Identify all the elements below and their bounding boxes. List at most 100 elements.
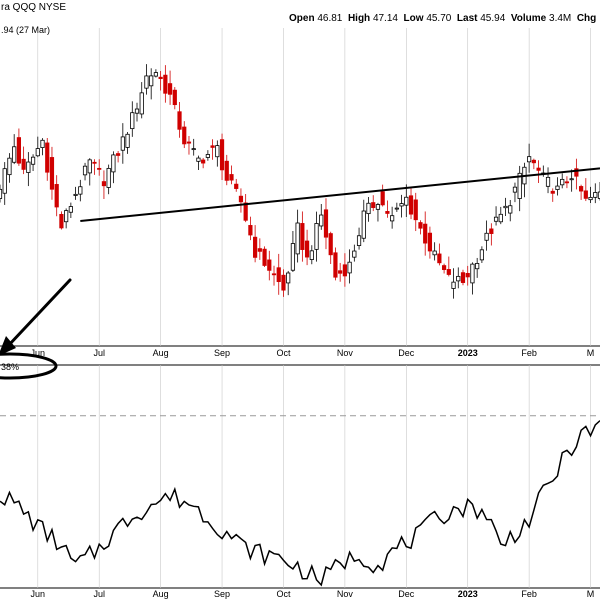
candle-body xyxy=(116,153,121,156)
candle-body xyxy=(238,195,244,203)
candle-body xyxy=(550,190,555,194)
candle-body xyxy=(418,222,423,229)
candle-body xyxy=(210,145,215,148)
candle-body xyxy=(21,158,26,170)
candle-body xyxy=(404,196,409,206)
x-tick-label: Jun xyxy=(31,348,46,358)
candle-body xyxy=(290,243,296,271)
candle-body xyxy=(432,250,437,256)
candle-body xyxy=(380,191,385,206)
candle-body xyxy=(2,168,7,194)
candle-body xyxy=(361,210,366,239)
candle-body xyxy=(333,252,338,278)
candle-body xyxy=(489,228,494,234)
x-tick-label: Jul xyxy=(93,589,105,599)
indicator-grid xyxy=(0,365,600,588)
candle-body xyxy=(101,181,107,187)
candle-body xyxy=(82,165,88,176)
candle-body xyxy=(399,203,404,207)
x-tick-label: Jul xyxy=(93,348,105,358)
candle-body xyxy=(92,161,97,164)
candle-body xyxy=(158,76,163,80)
candle-body xyxy=(579,186,584,192)
candle-body xyxy=(328,233,333,256)
candle-body xyxy=(12,146,17,163)
candle-body xyxy=(172,89,177,106)
candle-body xyxy=(64,210,69,223)
candle-body xyxy=(73,193,78,196)
candle-body xyxy=(271,273,277,276)
candle-body xyxy=(286,272,291,284)
candle-body xyxy=(40,139,45,148)
symbol-label: ra QQQ NYSE xyxy=(1,2,67,13)
candle-body xyxy=(527,156,532,163)
candle-body xyxy=(97,167,102,170)
candle-body xyxy=(30,156,36,165)
candle-body xyxy=(574,168,579,177)
candle-body xyxy=(153,72,159,77)
candle-body xyxy=(588,196,593,201)
trendline xyxy=(80,167,600,222)
candle-body xyxy=(517,172,522,199)
candle-body xyxy=(253,236,258,258)
candle-body xyxy=(229,174,234,181)
candle-body xyxy=(338,270,343,274)
candle-body xyxy=(413,199,418,221)
candle-body xyxy=(134,108,140,114)
indicator-value-label: .94 (27 Mar) xyxy=(1,25,51,35)
candle-body xyxy=(215,145,220,158)
candle-body xyxy=(352,250,357,258)
candle-body xyxy=(408,195,414,215)
candle-body xyxy=(54,184,59,208)
candle-body xyxy=(593,192,598,198)
candle-body xyxy=(304,240,310,258)
x-tick-label: Dec xyxy=(398,589,415,599)
candle-body xyxy=(560,178,565,186)
annotation-ellipse xyxy=(0,352,58,380)
candle-body xyxy=(323,209,329,238)
candle-body xyxy=(512,186,518,193)
candle-body xyxy=(295,222,300,255)
candle-body xyxy=(300,223,305,250)
candle-body xyxy=(427,232,433,252)
candle-body xyxy=(125,133,130,148)
indicator-layer xyxy=(0,420,600,587)
candle-body xyxy=(319,214,324,227)
candle-body xyxy=(205,154,210,158)
candle-body xyxy=(314,223,319,250)
candle-body xyxy=(224,160,229,181)
candle-body xyxy=(583,190,588,199)
candle-body xyxy=(356,235,362,246)
candle-body xyxy=(267,259,272,271)
x-tick-label: Nov xyxy=(337,589,354,599)
candle-body xyxy=(177,111,182,130)
candle-body xyxy=(475,263,480,270)
candle-body xyxy=(163,74,168,94)
candle-body xyxy=(68,206,73,213)
candle-body xyxy=(465,272,470,278)
x-tick-label: Aug xyxy=(153,348,169,358)
x-tick-label: Jun xyxy=(31,589,46,599)
candle-body xyxy=(196,157,201,162)
candle-body xyxy=(78,186,83,195)
price-x-axis-labels: Jun Jul Aug Sep Oct Nov Dec 2023 Feb M xyxy=(31,348,595,358)
x-tick-label: 2023 xyxy=(458,589,478,599)
candle-body xyxy=(144,75,149,89)
candle-body xyxy=(191,148,196,151)
candle-body xyxy=(545,176,551,187)
candle-body xyxy=(139,92,144,115)
candle-body xyxy=(423,223,428,244)
candle-body xyxy=(460,272,466,283)
candle-body xyxy=(257,248,262,252)
candle-body xyxy=(555,185,560,190)
candle-body xyxy=(479,249,484,261)
candle-body xyxy=(366,202,371,215)
candle-body xyxy=(219,139,225,171)
quote-summary: Open 46.81 High 47.14 Low 45.70 Last 45.… xyxy=(289,13,597,24)
candle-body xyxy=(456,275,461,282)
candle-body xyxy=(120,136,125,151)
price-candles xyxy=(0,64,600,299)
x-tick-label: M xyxy=(587,348,595,358)
